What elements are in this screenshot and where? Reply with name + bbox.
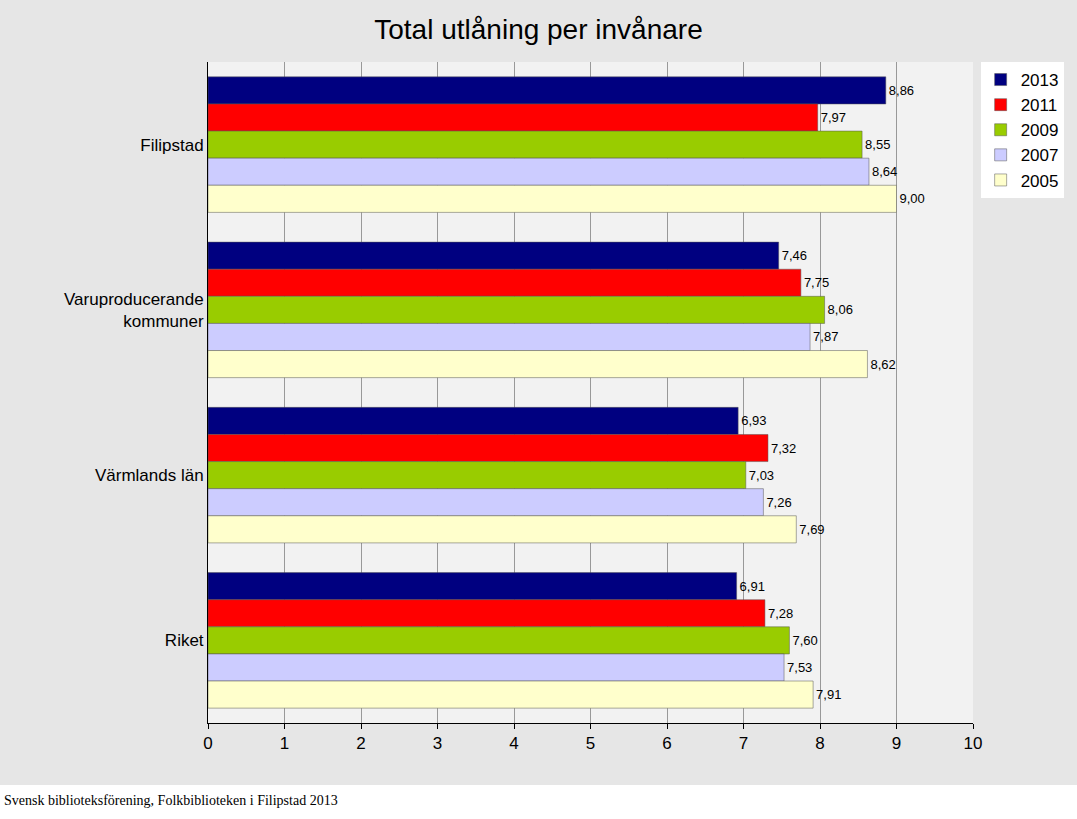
svg-text:7,32: 7,32 — [771, 441, 796, 456]
svg-text:7,60: 7,60 — [792, 633, 817, 648]
svg-text:2005: 2005 — [1021, 172, 1059, 191]
svg-text:10: 10 — [964, 734, 983, 753]
svg-text:2011: 2011 — [1021, 96, 1058, 115]
svg-text:2009: 2009 — [1021, 121, 1059, 140]
svg-text:Varuproducerandekommuner: Varuproducerandekommuner — [64, 290, 204, 331]
svg-text:8,62: 8,62 — [870, 357, 895, 372]
svg-text:4: 4 — [509, 734, 518, 753]
svg-text:0: 0 — [203, 734, 212, 753]
svg-text:1: 1 — [280, 734, 289, 753]
svg-text:Filipstad: Filipstad — [140, 136, 203, 155]
svg-text:6: 6 — [662, 734, 671, 753]
svg-text:5: 5 — [586, 734, 595, 753]
svg-text:6,93: 6,93 — [741, 413, 766, 428]
svg-text:7,75: 7,75 — [804, 275, 829, 290]
svg-text:7,97: 7,97 — [821, 110, 846, 125]
svg-text:8,55: 8,55 — [865, 137, 890, 152]
html-text:Svensk biblioteksförening, Fol: Svensk biblioteksförening, Folkbibliotek… — [4, 793, 338, 808]
svg-text:8,06: 8,06 — [828, 302, 853, 317]
svg-text:8,86: 8,86 — [889, 83, 914, 98]
svg-text:3: 3 — [433, 734, 442, 753]
svg-text:7: 7 — [739, 734, 748, 753]
svg-text:7,28: 7,28 — [768, 606, 793, 621]
svg-text:6,91: 6,91 — [740, 579, 765, 594]
svg-text:Värmlands län: Värmlands län — [95, 466, 204, 485]
svg-text:Riket: Riket — [165, 631, 204, 650]
svg-text:7,46: 7,46 — [782, 248, 807, 263]
svg-text:7,03: 7,03 — [749, 468, 774, 483]
svg-text:2: 2 — [356, 734, 365, 753]
svg-text:7,69: 7,69 — [799, 522, 824, 537]
svg-text:9: 9 — [892, 734, 901, 753]
svg-text:7,26: 7,26 — [766, 495, 791, 510]
svg-text:7,53: 7,53 — [787, 660, 812, 675]
svg-text:8,64: 8,64 — [872, 164, 897, 179]
svg-text:7,87: 7,87 — [813, 329, 838, 344]
svg-text:2013: 2013 — [1021, 71, 1059, 90]
svg-text:9,00: 9,00 — [900, 191, 925, 206]
svg-text:Total utlåning per invånare: Total utlåning per invånare — [374, 14, 702, 45]
svg-text:2007: 2007 — [1021, 146, 1059, 165]
svg-text:8: 8 — [815, 734, 824, 753]
svg-text:7,91: 7,91 — [816, 687, 841, 702]
